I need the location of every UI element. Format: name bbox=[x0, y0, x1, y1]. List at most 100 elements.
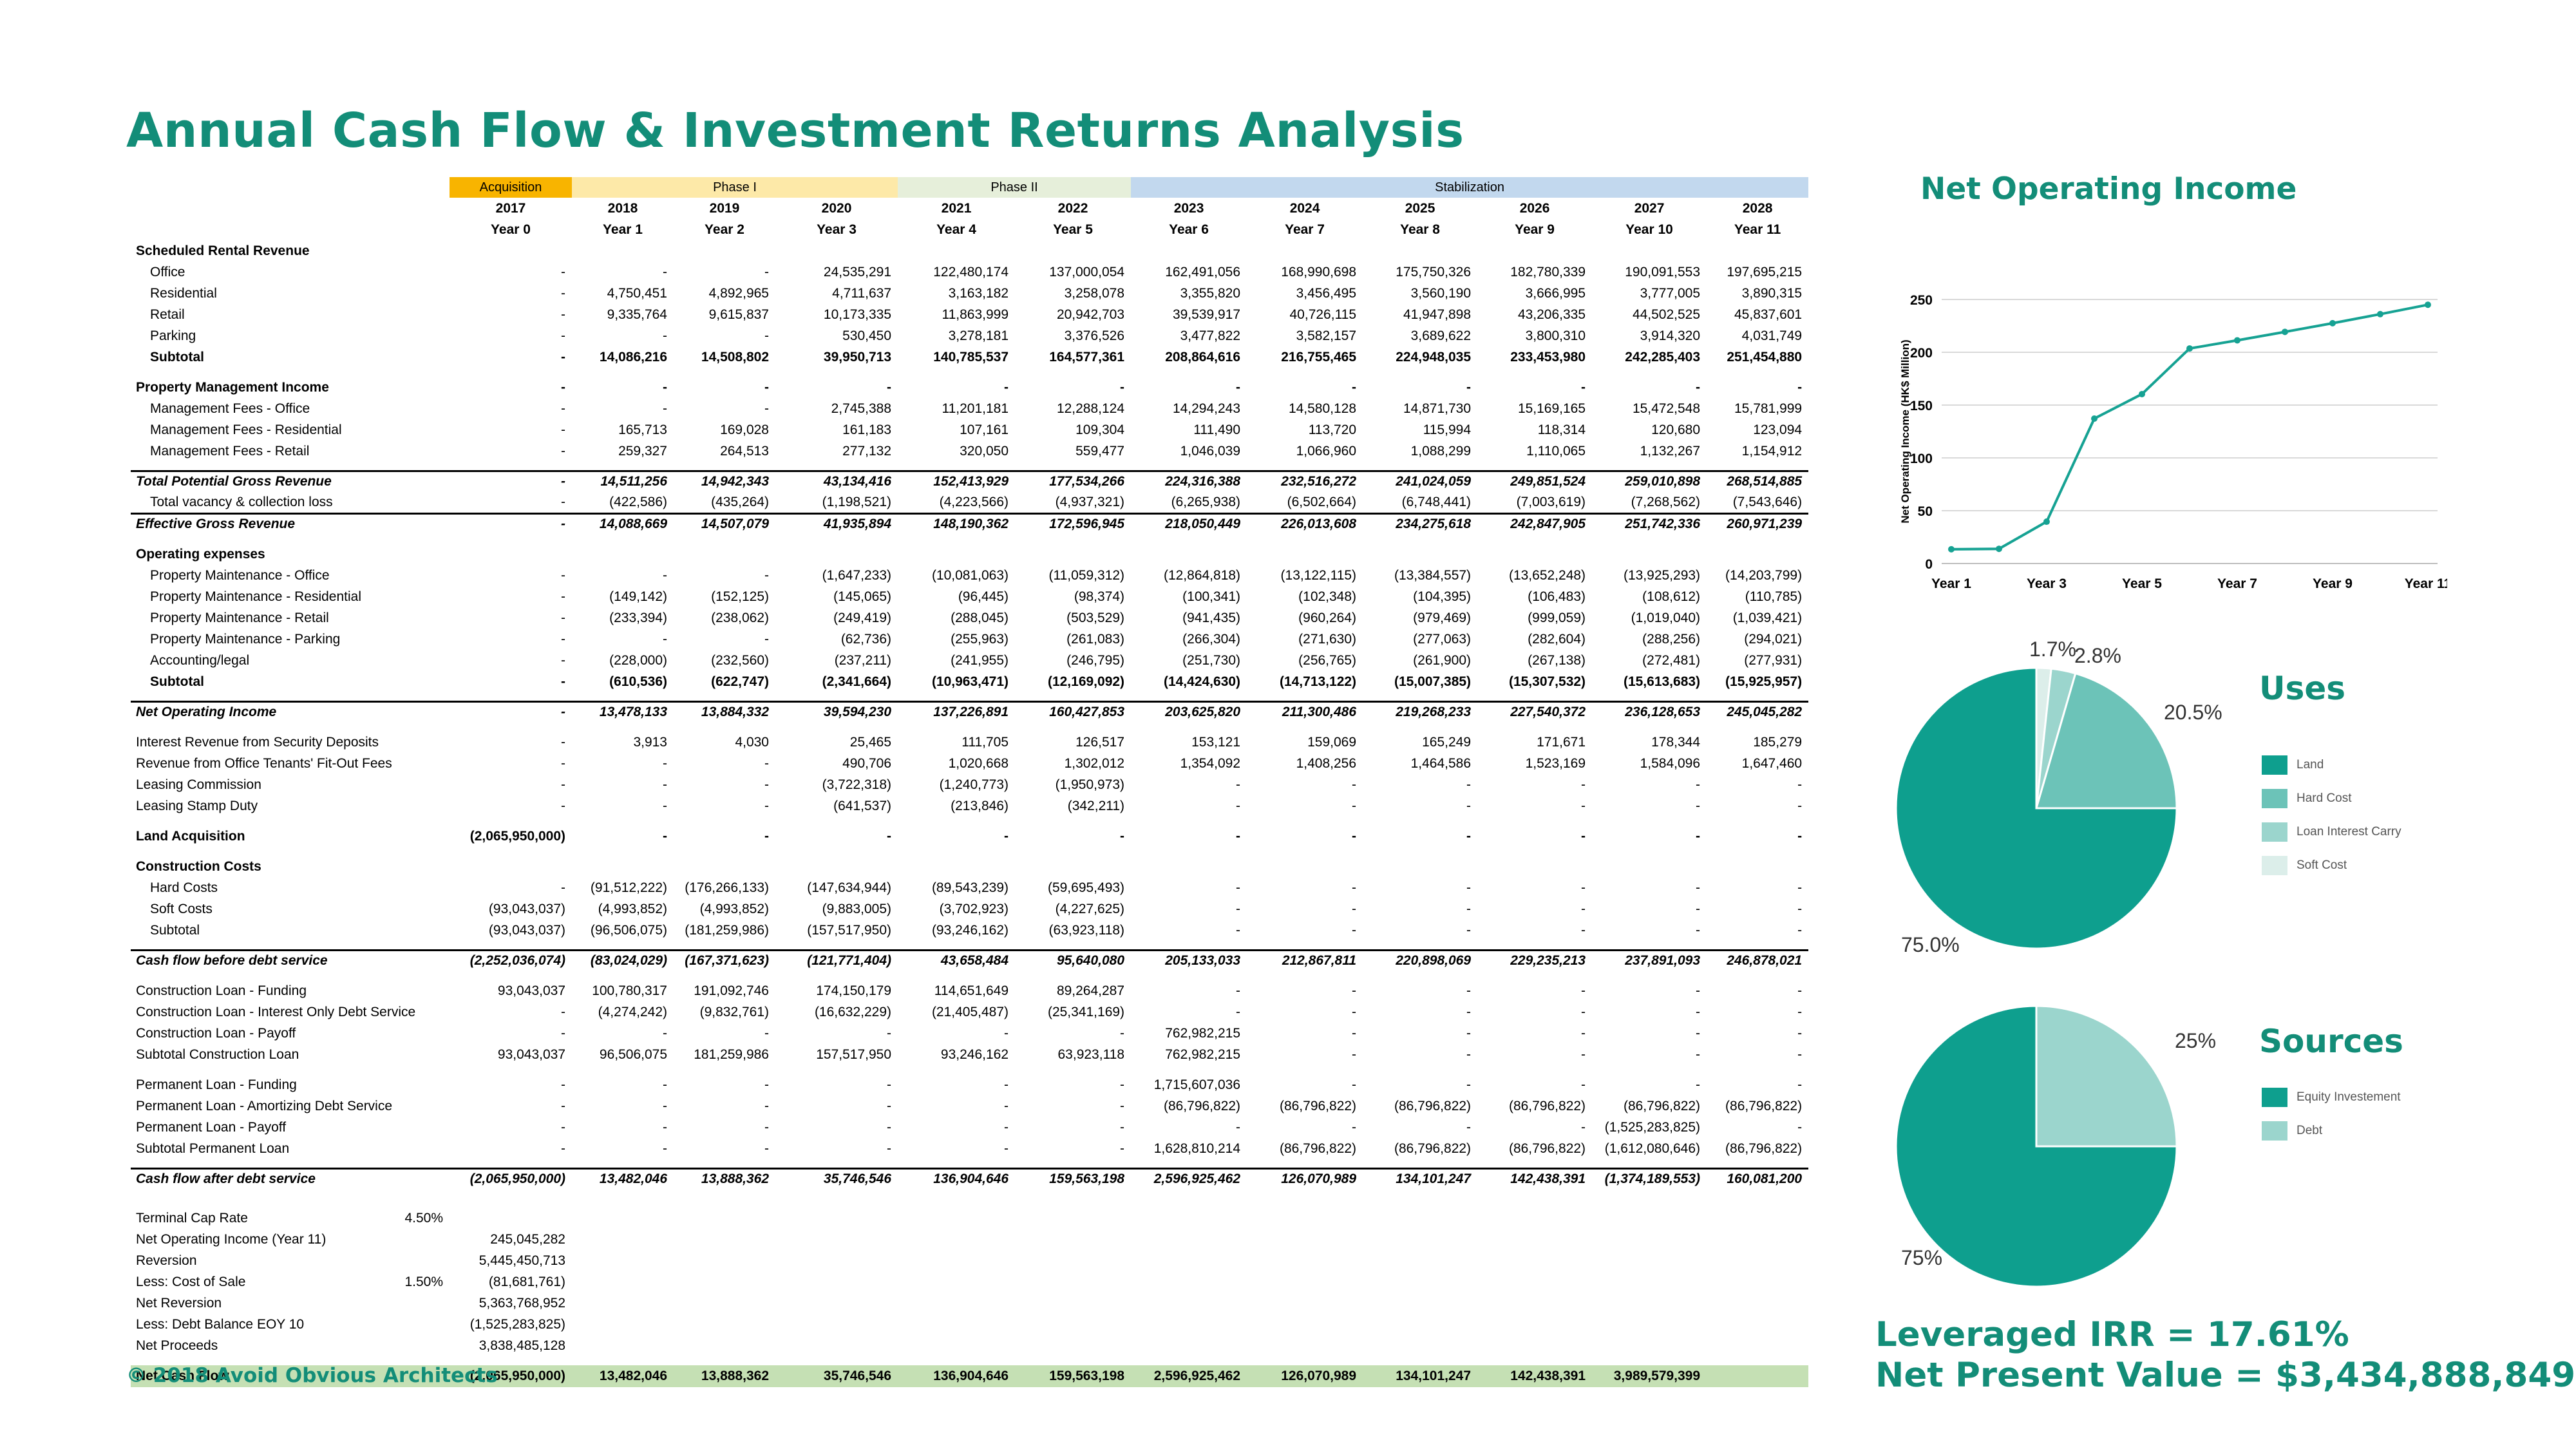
table-cell bbox=[572, 1335, 674, 1356]
table-cell: 41,947,898 bbox=[1403, 307, 1472, 322]
table-row: Construction Loan - Payoff - - - - - - 762,982,… bbox=[131, 1023, 1808, 1044]
table-cell bbox=[775, 856, 898, 877]
table-cell: (266,304) bbox=[1182, 631, 1241, 647]
table-cell: (149,142) bbox=[609, 589, 667, 604]
table-cell: 14,942,343 bbox=[674, 469, 775, 492]
table-cell: - bbox=[1797, 1004, 1803, 1019]
table-cell: - bbox=[1581, 1077, 1586, 1092]
table-cell: 559,477 bbox=[1075, 443, 1125, 459]
table-cell: 1,154,912 bbox=[1741, 443, 1803, 459]
row-label: Effective Gross Revenue bbox=[131, 512, 388, 535]
table-cell: 229,235,213 bbox=[1477, 949, 1593, 971]
table-cell: - bbox=[663, 1119, 667, 1135]
table-cell: (256,765) bbox=[1298, 652, 1357, 668]
row-rate bbox=[388, 1167, 450, 1189]
table-cell: 9,335,764 bbox=[607, 307, 667, 322]
table-cell bbox=[1363, 856, 1477, 877]
table-row: Subtotal (93,043,037) (96,506,075) (181,259… bbox=[131, 920, 1808, 941]
table-cell bbox=[1015, 856, 1131, 877]
table-cell: - bbox=[764, 328, 769, 343]
table-cell: (7,543,646) bbox=[1732, 494, 1803, 509]
table-cell: 264,513 bbox=[720, 443, 769, 459]
table-cell: - bbox=[561, 674, 565, 689]
table-row: Net Reversion 5,363,768,952 bbox=[131, 1293, 1808, 1314]
row-label: Management Fees - Retail bbox=[150, 443, 310, 459]
table-cell: 39,594,230 bbox=[775, 700, 898, 723]
table-cell: 172,596,945 bbox=[1015, 512, 1132, 535]
table-cell: - bbox=[1466, 1004, 1472, 1019]
table-cell: 1,088,299 bbox=[1410, 443, 1472, 459]
period-label: Year 2 bbox=[705, 222, 744, 237]
pie-slice-equity bbox=[1895, 1005, 2178, 1288]
table-cell bbox=[1131, 240, 1247, 261]
row-rate bbox=[388, 826, 450, 847]
table-cell: 126,517 bbox=[1075, 734, 1125, 750]
table-cell: - bbox=[561, 264, 565, 279]
table-row: Soft Costs (93,043,037) (4,993,852) (4,993,… bbox=[131, 898, 1808, 920]
row-label: Leasing Stamp Duty bbox=[136, 798, 258, 813]
table-cell: (86,796,822) bbox=[1623, 1098, 1701, 1113]
table-cell: - bbox=[1797, 379, 1803, 395]
x-tick-label: Year 11 bbox=[2405, 576, 2447, 591]
row-label: Scheduled Rental Revenue bbox=[136, 243, 310, 258]
table-cell bbox=[450, 856, 572, 877]
table-cell: - bbox=[1696, 777, 1701, 792]
sources-equity-pct: 75% bbox=[1901, 1246, 1943, 1269]
row-rate bbox=[388, 1138, 450, 1159]
table-cell: - bbox=[1581, 880, 1586, 895]
table-cell: 203,625,820 bbox=[1131, 700, 1247, 723]
row-label: Permanent Loan - Funding bbox=[136, 1077, 297, 1092]
phase-2: Phase II bbox=[898, 177, 1132, 198]
table-cell: 109,304 bbox=[1075, 422, 1125, 437]
spacer-row bbox=[131, 941, 1808, 950]
noi-data-point bbox=[2091, 415, 2098, 422]
uses-pie-chart bbox=[1895, 667, 2178, 950]
table-cell: 177,534,266 bbox=[1015, 469, 1132, 492]
table-cell: (4,993,852) bbox=[699, 901, 769, 916]
table-cell: 153,121 bbox=[1191, 734, 1241, 750]
table-cell: 123,094 bbox=[1753, 422, 1803, 437]
row-rate bbox=[388, 346, 450, 368]
table-cell bbox=[1707, 544, 1808, 565]
row-rate bbox=[388, 1095, 450, 1117]
table-cell bbox=[1592, 856, 1707, 877]
row-label: Construction Costs bbox=[136, 858, 261, 874]
table-cell: - bbox=[764, 777, 769, 792]
table-cell: (3,702,923) bbox=[939, 901, 1009, 916]
table-cell: - bbox=[1120, 1141, 1125, 1156]
table-cell: - bbox=[764, 1098, 769, 1113]
table-cell: - bbox=[1581, 379, 1586, 395]
sources-debt-pct: 25% bbox=[2175, 1029, 2217, 1052]
table-cell: (277,063) bbox=[1413, 631, 1472, 647]
calendar-year: 2024 bbox=[1289, 200, 1320, 216]
row-rate bbox=[388, 980, 450, 1001]
table-cell: - bbox=[663, 828, 667, 844]
table-cell: - bbox=[1466, 1046, 1472, 1062]
table-cell: - bbox=[1352, 901, 1357, 916]
spacer-row bbox=[131, 847, 1808, 856]
row-label: Subtotal Permanent Loan bbox=[136, 1141, 290, 1156]
table-cell bbox=[1247, 1229, 1363, 1250]
table-cell: (2,065,950,000) bbox=[469, 828, 565, 844]
table-row: Property Maintenance - Residential - (149,… bbox=[131, 586, 1808, 607]
noi-data-point bbox=[2139, 390, 2145, 397]
table-cell: - bbox=[1352, 777, 1357, 792]
table-cell: - bbox=[663, 798, 667, 813]
table-cell: (167,371,623) bbox=[674, 949, 775, 971]
table-row: Leasing Commission - - - (3,722,318) (1,240,7… bbox=[131, 774, 1808, 795]
legend-debt: Debt bbox=[2262, 1114, 2401, 1148]
table-cell: 137,000,054 bbox=[1049, 264, 1125, 279]
table-cell: (13,122,115) bbox=[1280, 567, 1357, 583]
noi-data-point bbox=[2043, 518, 2050, 526]
table-row: Reversion 5,445,450,713 bbox=[131, 1250, 1808, 1271]
table-cell: 175,750,326 bbox=[1396, 264, 1472, 279]
noi-line-chart: 0 50 100 150 200 250 Year 1 Year 3 Year 5 Year 7 Y… bbox=[1899, 293, 2447, 591]
table-row: Property Maintenance - Retail - (233,394) (… bbox=[131, 607, 1808, 629]
sources-title: Sources bbox=[2259, 1023, 2403, 1060]
table-cell bbox=[1131, 544, 1247, 565]
table-cell: 122,480,174 bbox=[933, 264, 1009, 279]
table-cell: - bbox=[1466, 983, 1472, 998]
table-cell: - bbox=[1466, 1119, 1472, 1135]
row-rate bbox=[388, 607, 450, 629]
table-cell: (62,736) bbox=[840, 631, 892, 647]
